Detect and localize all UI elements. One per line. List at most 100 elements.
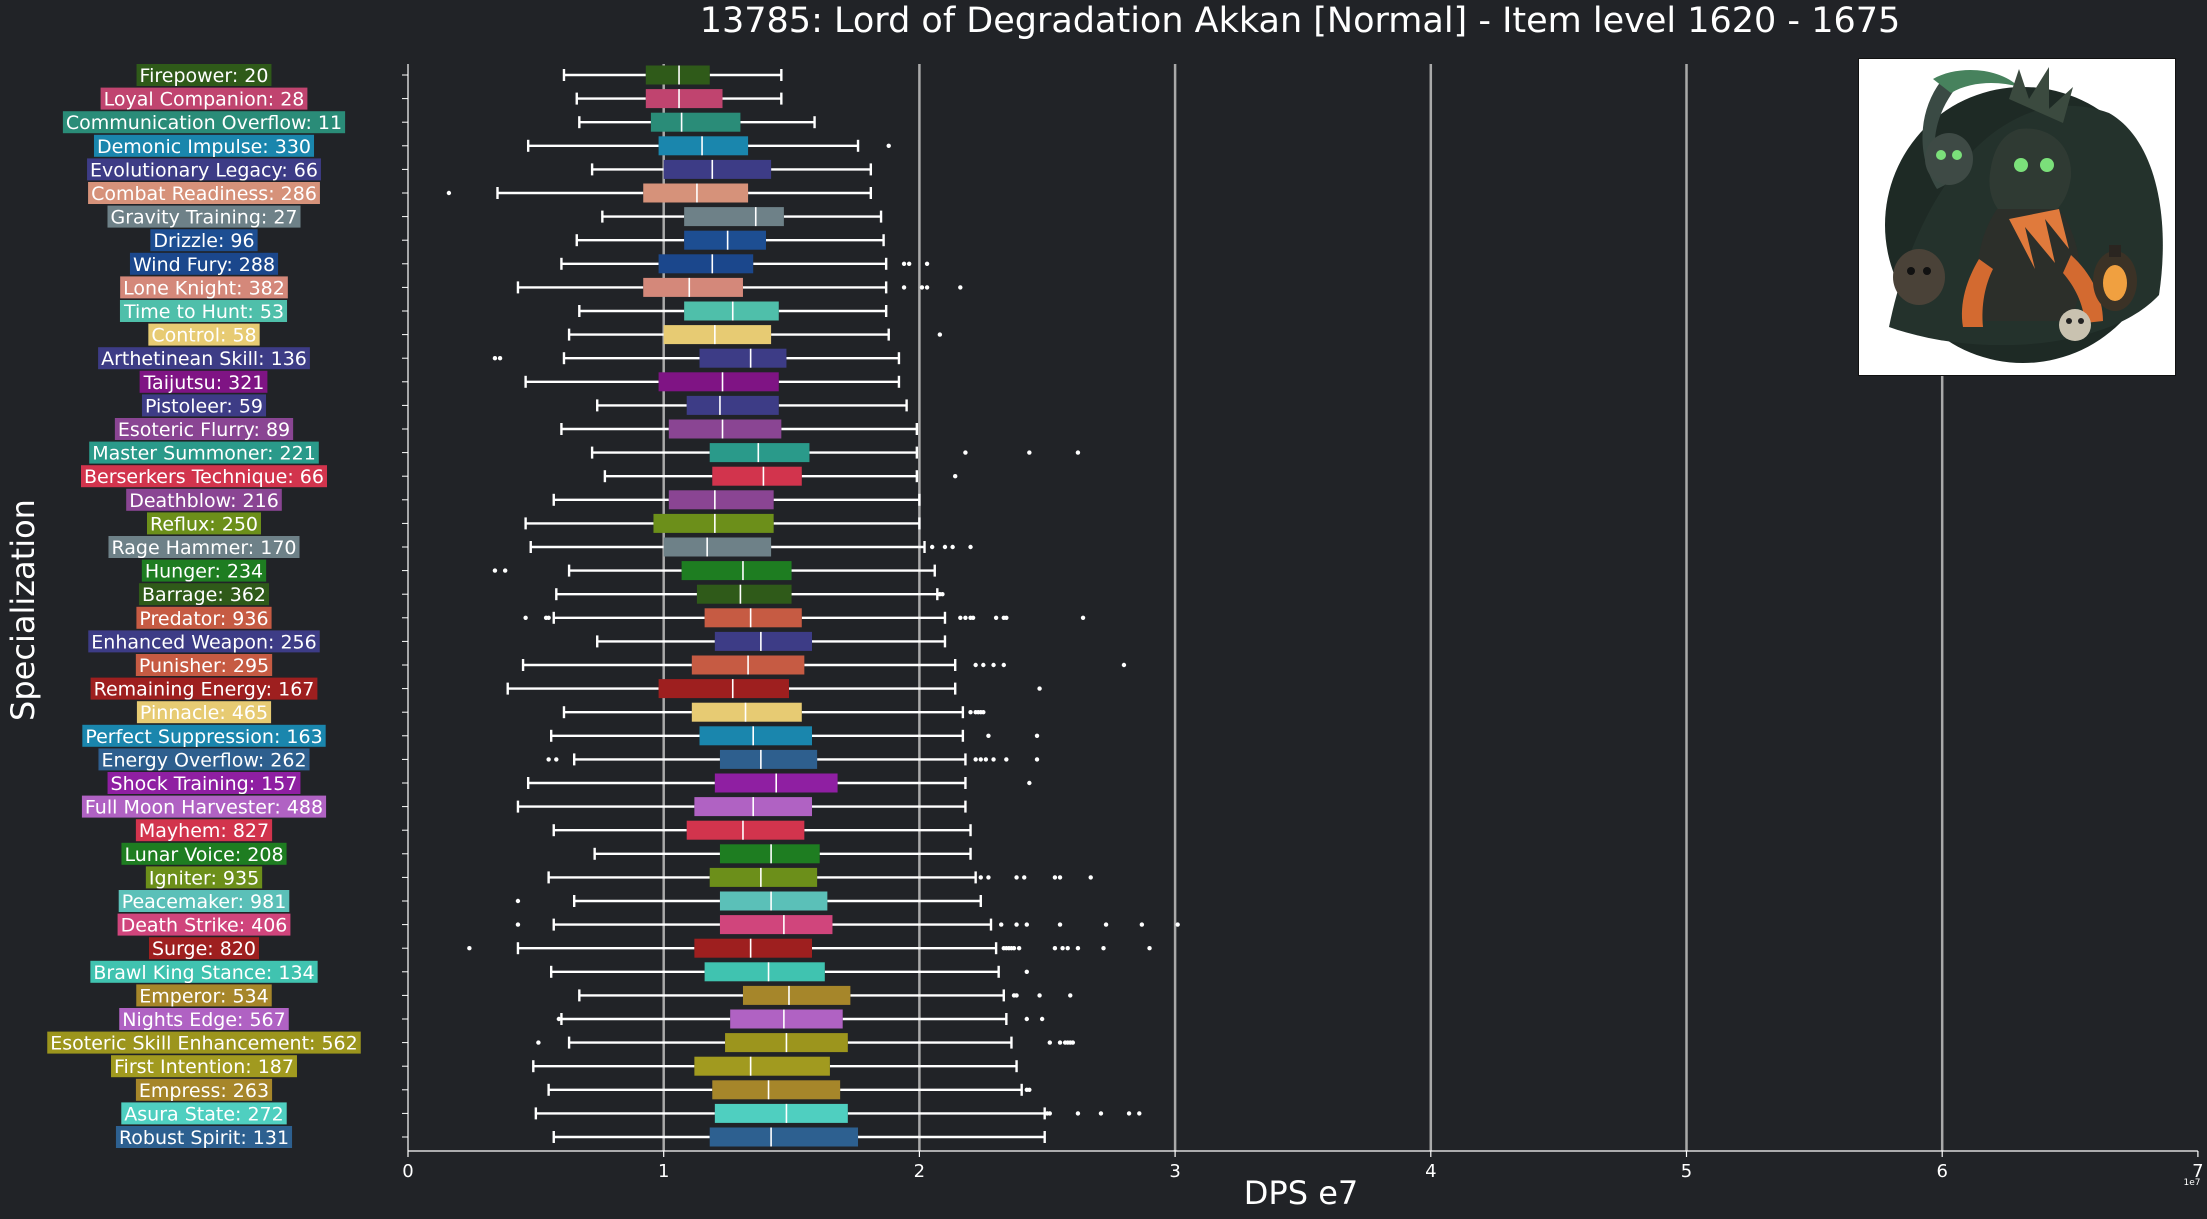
outlier-9-3 [958,285,963,290]
box-rect-9 [643,277,743,297]
outlier-20-2 [950,544,955,550]
outlier-28-0 [986,733,991,738]
box-28 [549,726,1040,746]
y-tick-label-23: Predator: 936 [139,608,268,630]
y-tick-label-bg-20 [108,536,300,558]
outlier-8-1 [906,261,912,266]
box-rect-21 [681,561,792,581]
box-44 [534,1103,1142,1123]
y-tick-label-9: Lone Knight: 382 [123,277,285,299]
outlier-21-1 [502,568,508,573]
outlier-34-3 [1022,875,1027,880]
y-tick-label-33: Lunar Voice: 208 [124,844,283,866]
outlier-38-0 [1024,969,1029,974]
box-0 [562,65,783,85]
box-7 [575,230,885,250]
y-tick-label-bg-5 [88,182,320,204]
box-12 [492,348,901,368]
outlier-3-0 [886,143,891,148]
y-tick-label-16: Master Summoner: 221 [92,443,316,465]
box-21 [492,561,936,581]
outlier-9-1 [919,285,925,290]
outlier-37-12 [1147,946,1152,951]
outlier-34-0 [978,875,983,880]
outlier-29-7 [1034,757,1040,762]
box-6 [601,207,883,227]
y-tick-label-29: Energy Overflow: 262 [101,749,306,771]
y-tick-label-bg-13 [139,370,268,393]
outlier-37-9 [1065,946,1070,951]
outlier-29-0 [546,757,551,762]
box-rect-7 [684,230,766,250]
outlier-20-1 [942,544,948,550]
y-tick-label-bg-18 [126,488,282,511]
x-tick-label-5: 5 [1681,1161,1692,1182]
y-tick-label-bg-14 [141,394,267,417]
y-tick-label-bg-29 [98,748,310,771]
outlier-25-4 [1121,662,1127,668]
outlier-11-0 [937,332,943,337]
outlier-25-3 [1001,662,1006,668]
outlier-23-9 [1004,615,1009,620]
plot-axes [407,64,2198,1152]
box-38 [549,962,1029,982]
outlier-36-3 [1024,922,1029,927]
outlier-36-2 [1014,922,1019,927]
box-34 [547,867,1093,887]
outlier-16-1 [1027,450,1032,455]
y-tick-label-bg-9 [120,276,288,299]
y-tick-label-34: Igniter: 935 [149,867,259,889]
outlier-39-1 [1014,993,1019,998]
outlier-44-3 [1098,1111,1104,1116]
outlier-9-2 [924,285,930,290]
outlier-16-0 [963,450,968,455]
box-13 [524,372,901,392]
outlier-29-6 [1004,757,1009,762]
box-rect-2 [650,112,741,132]
y-tick-label-bg-6 [107,205,301,228]
y-tick-label-bg-42 [111,1055,297,1078]
box-25 [521,655,1127,675]
outlier-23-6 [970,615,976,620]
box-2 [578,112,816,132]
outlier-37-8 [1060,946,1065,951]
box-36 [515,915,1180,935]
x-axis-ticks: 0 1 2 3 4 5 6 7 [402,1151,2204,1182]
outlier-25-2 [991,662,996,668]
box-rect-34 [709,867,818,887]
y-tick-label-32: Mayhem: 827 [139,820,269,842]
y-tick-label-30: Shock Training: 157 [111,773,298,795]
outlier-23-2 [546,615,551,620]
box-rect-37 [694,938,813,958]
x-axis-offset-text: 1e7 [2184,1178,2201,1188]
outlier-29-4 [983,757,989,762]
box-43 [547,1080,1032,1100]
box-11 [567,325,943,345]
outlier-37-6 [1016,946,1022,951]
box-rect-32 [686,820,805,840]
outlier-37-10 [1075,946,1081,951]
y-tick-label-0: Firepower: 20 [140,65,269,87]
box-3 [526,136,891,156]
box-rect-3 [658,136,749,156]
outlier-23-10 [1080,615,1086,620]
outlier-34-6 [1088,875,1093,880]
box-rect-22 [696,584,792,604]
outlier-28-1 [1034,733,1040,738]
x-tick-label-3: 3 [1169,1161,1180,1182]
chart-title: 13785: Lord of Degradation Akkan [Normal… [700,1,1901,41]
box-rect-8 [658,254,754,274]
box-rect-29 [719,749,818,769]
y-tick-label-3: Demonic Impulse: 330 [97,136,311,158]
outlier-27-0 [968,710,973,715]
box-40 [556,1009,1045,1029]
outlier-23-3 [958,615,963,620]
y-tick-label-bg-17 [81,465,327,488]
box-4 [590,159,873,179]
y-tick-label-35: Peacemaker: 981 [122,891,287,913]
y-tick-label-19: Reflux: 250 [150,513,258,535]
box-rect-5 [643,183,749,203]
y-tick-label-25: Punisher: 295 [139,655,269,677]
